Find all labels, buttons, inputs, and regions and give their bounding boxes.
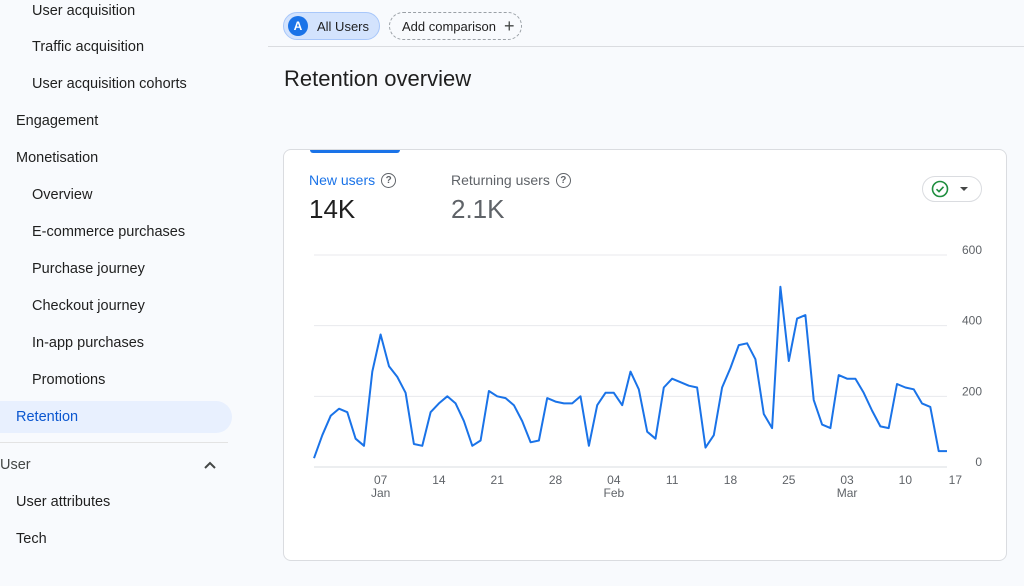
plus-icon: + (503, 16, 515, 36)
retention-card: New users ? 14K Returning users ? 2.1K 0… (283, 149, 1007, 561)
x-tick-label: 14 (432, 473, 446, 487)
sidebar-item-ecommerce-purchases[interactable]: E-commerce purchases (32, 224, 186, 240)
x-tick-month-label: Mar (837, 486, 858, 500)
sidebar-section-user[interactable]: User (0, 457, 31, 473)
page-title: Retention overview (284, 66, 472, 91)
sidebar-item-retention[interactable]: Retention (0, 401, 232, 433)
x-tick-label: 21 (491, 473, 505, 487)
active-tab-indicator (310, 150, 400, 153)
y-tick-label: 600 (962, 243, 982, 257)
sidebar-item-overview[interactable]: Overview (32, 187, 93, 203)
sidebar-item-purchase-journey[interactable]: Purchase journey (32, 261, 145, 277)
x-tick-label: 25 (782, 473, 796, 487)
x-tick-month-label: Feb (603, 486, 624, 500)
x-tick-label: 28 (549, 473, 563, 487)
all-users-chip[interactable]: A All Users (283, 12, 380, 40)
sidebar-item-user-acquisition[interactable]: User acquisition (32, 3, 136, 19)
sidebar: User acquisition Traffic acquisition Use… (0, 0, 248, 586)
chevron-up-icon[interactable] (200, 455, 220, 475)
x-tick-label: 11 (666, 473, 679, 487)
sidebar-item-traffic-acquisition[interactable]: Traffic acquisition (32, 39, 145, 55)
metric-tab-new-users[interactable]: New users ? (309, 172, 397, 188)
sidebar-item-promotions[interactable]: Promotions (32, 372, 106, 388)
x-tick-label: 03 (840, 473, 854, 487)
sidebar-divider (0, 442, 228, 443)
y-tick-label: 400 (962, 314, 982, 328)
x-tick-label: 04 (607, 473, 621, 487)
x-tick-label: 18 (724, 473, 738, 487)
x-tick-label: 10 (899, 473, 913, 487)
help-icon[interactable]: ? (381, 172, 397, 188)
add-comparison-button[interactable]: Add comparison + (389, 12, 522, 40)
header-divider (268, 46, 1024, 47)
all-users-label: All Users (317, 18, 370, 34)
sidebar-item-checkout-journey[interactable]: Checkout journey (32, 298, 145, 314)
x-tick-label: 07 (374, 473, 388, 487)
sidebar-item-in-app-purchases[interactable]: In-app purchases (32, 335, 145, 351)
new-users-label: New users (309, 172, 376, 188)
y-tick-label: 0 (975, 455, 982, 469)
caret-down-icon (960, 187, 968, 191)
metric-tab-returning-users[interactable]: Returning users ? (451, 172, 571, 188)
check-circle-icon (931, 180, 949, 198)
sidebar-item-monetisation[interactable]: Monetisation (16, 150, 99, 166)
returning-users-value: 2.1K (451, 194, 505, 224)
segment-avatar-icon: A (288, 16, 308, 36)
sidebar-item-tech[interactable]: Tech (16, 531, 47, 547)
returning-users-label: Returning users (451, 172, 550, 188)
x-tick-month-label: Jan (371, 486, 390, 500)
sidebar-item-engagement[interactable]: Engagement (16, 113, 99, 129)
add-comparison-label: Add comparison (402, 18, 496, 34)
new-users-value: 14K (309, 194, 356, 224)
y-tick-label: 200 (962, 384, 982, 398)
series-line-new-users[interactable] (313, 285, 947, 459)
x-tick-label: 17 (949, 473, 963, 487)
chart-insights-dropdown[interactable] (922, 176, 982, 202)
sidebar-item-user-attributes[interactable]: User attributes (16, 494, 111, 510)
sidebar-item-user-acquisition-cohorts[interactable]: User acquisition cohorts (32, 76, 187, 92)
help-icon[interactable]: ? (555, 172, 571, 188)
